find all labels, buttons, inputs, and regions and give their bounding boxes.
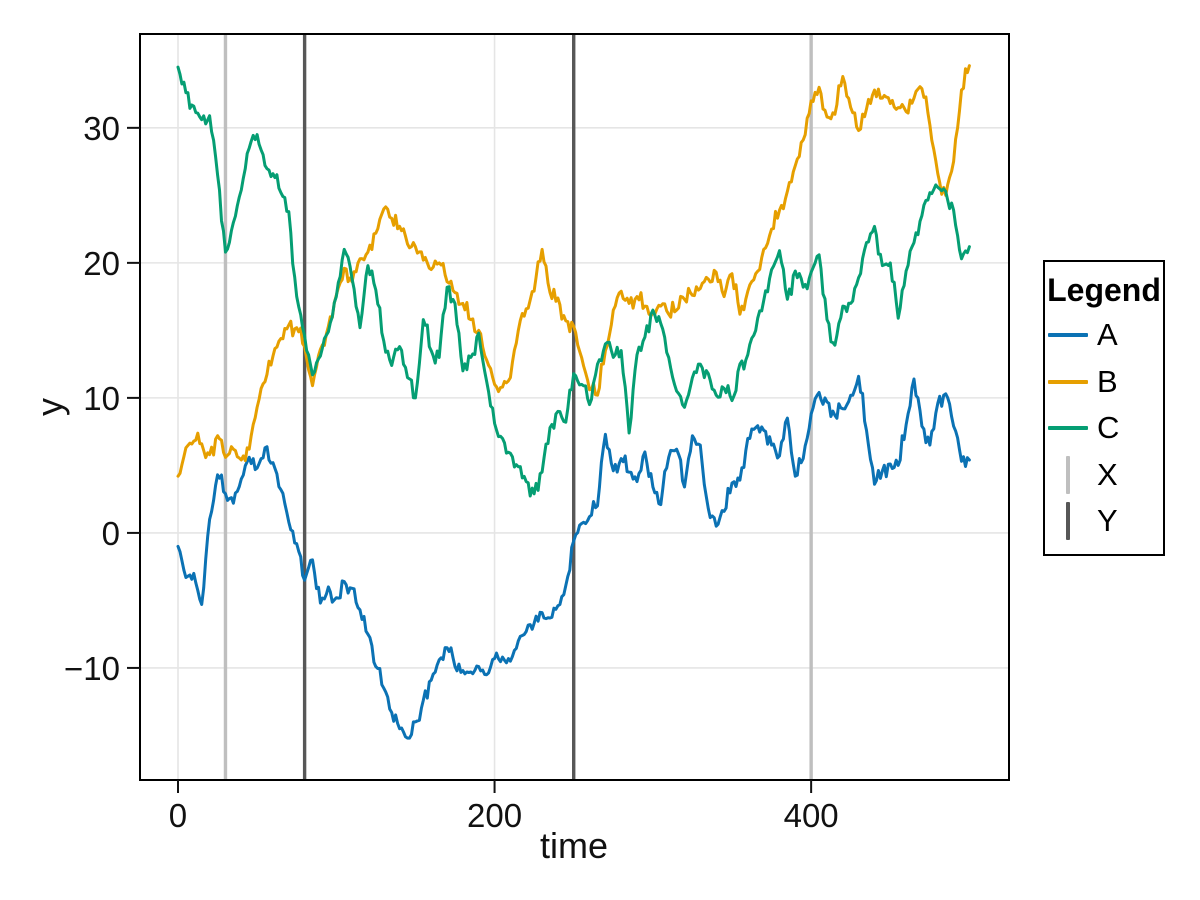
series-line-C — [176, 65, 971, 498]
legend-entry-B: B — [1045, 359, 1163, 406]
x-axis-label: time — [540, 825, 608, 866]
legend-swatch-C-line-icon — [1045, 426, 1091, 431]
legend-swatch-Y-vline-icon — [1045, 502, 1091, 541]
x-tick-label-200: 200 — [467, 797, 522, 834]
y-tick-label-20: 20 — [83, 245, 120, 282]
y-axis-label: y — [29, 398, 70, 416]
legend-entry-C: C — [1045, 405, 1163, 452]
legend-label-B: B — [1097, 363, 1118, 399]
legend-color-sample — [1048, 379, 1088, 384]
legend-swatch-X-vline-icon — [1045, 455, 1091, 494]
y-tick-label--10: −10 — [64, 650, 120, 687]
legend-swatch-A-line-icon — [1045, 333, 1091, 338]
plot-border — [139, 33, 1010, 781]
y-tick-label-10: 10 — [83, 380, 120, 417]
series-line-A — [176, 374, 971, 740]
legend-label-A: A — [1097, 317, 1118, 353]
series-line-B — [176, 64, 971, 478]
y-tick-label-30: 30 — [83, 110, 120, 147]
legend-entry-Y: Y — [1045, 498, 1163, 545]
legend-color-sample — [1048, 426, 1088, 431]
legend-color-sample — [1066, 455, 1070, 494]
legend-swatch-B-line-icon — [1045, 379, 1091, 384]
legend-color-sample — [1048, 333, 1088, 338]
legend-title: Legend — [1047, 272, 1161, 308]
legend-color-sample — [1066, 502, 1070, 541]
legend-entry-X: X — [1045, 452, 1163, 499]
x-tick-label-0: 0 — [169, 797, 187, 834]
y-tick-label-0: 0 — [102, 515, 120, 552]
legend-label-C: C — [1097, 410, 1120, 446]
legend-label-Y: Y — [1097, 503, 1118, 539]
legend-entry-A: A — [1045, 312, 1163, 359]
x-tick-label-400: 400 — [784, 797, 839, 834]
legend-label-X: X — [1097, 456, 1118, 492]
